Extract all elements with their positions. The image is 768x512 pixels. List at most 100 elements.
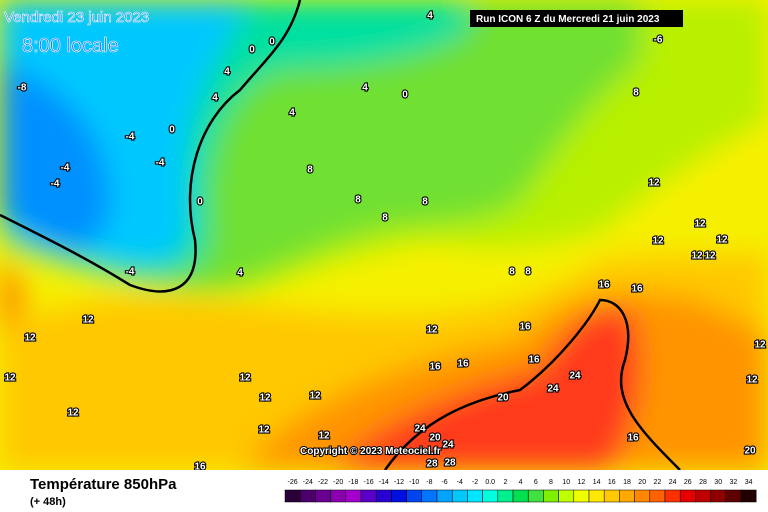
- scale-swatch: [315, 489, 331, 503]
- scale-swatch: [740, 489, 757, 503]
- scale-swatch: [482, 489, 499, 503]
- scale-swatch: [543, 489, 559, 503]
- scale-label: 4: [519, 479, 523, 486]
- scale-label: -8: [426, 479, 432, 486]
- contour-label: 12: [648, 178, 660, 189]
- scale-label: 6: [534, 479, 538, 486]
- contour-label: 24: [442, 440, 454, 451]
- contour-label: 16: [627, 433, 639, 444]
- scale-label: 20: [638, 479, 646, 486]
- scale-swatch: [588, 489, 605, 503]
- contour-label: 16: [631, 284, 643, 295]
- scale-swatch: [679, 489, 696, 503]
- scale-label: -14: [379, 479, 389, 486]
- contour-label: 12: [694, 219, 706, 230]
- contour-label: 8: [525, 267, 531, 278]
- scale-swatch: [391, 489, 407, 503]
- scale-label: -18: [348, 479, 358, 486]
- contour-label: 24: [414, 424, 426, 435]
- scale-label: 10: [562, 479, 570, 486]
- contour-label: 12: [4, 373, 16, 384]
- color-scale: -26 -24 -22 -20 -18 -16 -14 -12 -10 -8 -6 -4 -2 0.0 2 4…: [284, 479, 757, 503]
- contour-label: 4: [427, 11, 433, 22]
- contour-label: 20: [429, 433, 441, 444]
- scale-label: 18: [623, 479, 631, 486]
- scale-swatch: [664, 489, 681, 503]
- scale-swatch: [573, 489, 590, 503]
- contour-label: 12: [652, 236, 664, 247]
- scale-swatch: [436, 489, 453, 503]
- scale-swatch: [619, 489, 635, 503]
- copyright: Copyright © 2023 Meteociel.fr: [300, 446, 441, 457]
- scale-label: 0.0: [485, 479, 495, 486]
- contour-label: -4: [126, 267, 135, 278]
- scale-swatch: [299, 489, 316, 503]
- scale-label: 12: [578, 479, 586, 486]
- contour-label: 28: [426, 459, 438, 470]
- contour-label: 16: [194, 462, 206, 473]
- contour-label: 12: [754, 340, 766, 351]
- contour-label: 16: [519, 322, 531, 333]
- scale-swatch: [284, 489, 301, 503]
- run-info: Run ICON 6 Z du Mercredi 21 juin 2023: [476, 14, 660, 25]
- scale-swatch: [527, 489, 544, 503]
- scale-label: -16: [364, 479, 374, 486]
- contour-label: 8: [633, 88, 639, 99]
- contour-label: 24: [569, 371, 581, 382]
- scale-label: 16: [608, 479, 616, 486]
- scale-label: -20: [333, 479, 343, 486]
- contour-label: 12: [309, 391, 321, 402]
- contour-label: 12: [239, 373, 251, 384]
- contour-label: 4: [237, 268, 243, 279]
- scale-swatch: [603, 489, 620, 503]
- contour-label: 0: [197, 197, 203, 208]
- contour-label: 16: [429, 362, 441, 373]
- scale-label: 34: [745, 479, 753, 486]
- scale-swatch: [710, 489, 727, 503]
- contour-label: 12: [258, 425, 270, 436]
- contour-label: 12: [24, 333, 36, 344]
- contour-label: 0: [402, 90, 408, 101]
- scale-label: 22: [654, 479, 662, 486]
- contour-label: 12: [67, 408, 79, 419]
- scale-label: -26: [288, 479, 298, 486]
- contour-label: 16: [528, 355, 540, 366]
- scale-label: -2: [472, 479, 478, 486]
- contour-label: 8: [422, 197, 428, 208]
- scale-label: -4: [457, 479, 463, 486]
- contour-label: 12: [746, 375, 758, 386]
- forecast-time: 8:00 locale: [22, 35, 119, 57]
- scale-label: -12: [394, 479, 404, 486]
- contour-label: -6: [654, 35, 663, 46]
- contour-label: 12: [716, 235, 728, 246]
- contour-label: 4: [224, 67, 230, 78]
- contour-label: 8: [355, 195, 361, 206]
- lead-time: (+ 48h): [30, 496, 66, 508]
- scale-label: 8: [549, 479, 553, 486]
- scale-label: 24: [669, 479, 677, 486]
- scale-swatch: [634, 489, 651, 503]
- scale-label: -22: [318, 479, 328, 486]
- scale-swatch: [421, 489, 438, 503]
- scale-swatch: [695, 489, 711, 503]
- contour-label: 12: [704, 251, 716, 262]
- scale-label: 2: [503, 479, 507, 486]
- contour-label: 0: [169, 125, 175, 136]
- scale-label: -24: [303, 479, 313, 486]
- scale-label: 28: [699, 479, 707, 486]
- scale-label: 32: [730, 479, 738, 486]
- contour-label: 20: [497, 393, 509, 404]
- scale-label: 30: [714, 479, 722, 486]
- scale-label: 14: [593, 479, 601, 486]
- scale-swatch: [406, 489, 423, 503]
- run-box: [470, 10, 683, 27]
- contour-label: 16: [598, 280, 610, 291]
- contour-label: -4: [156, 158, 165, 169]
- contour-label: -8: [18, 83, 27, 94]
- contour-label: 12: [426, 325, 438, 336]
- contour-label: 0: [269, 37, 275, 48]
- contour-label: 4: [289, 108, 295, 119]
- contour-label: 20: [744, 446, 756, 457]
